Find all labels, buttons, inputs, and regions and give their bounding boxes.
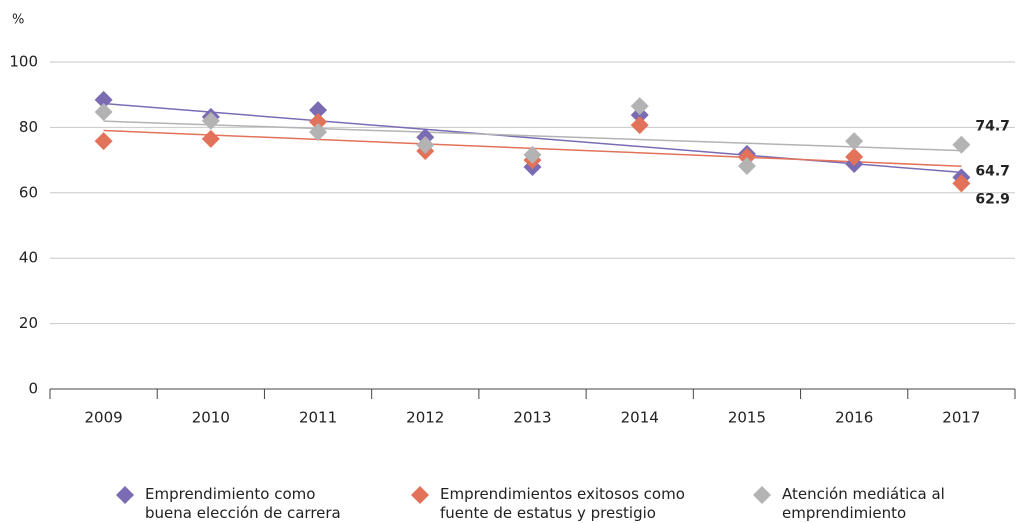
point bbox=[309, 112, 328, 131]
point bbox=[309, 101, 328, 120]
point bbox=[309, 122, 328, 141]
x-tick-label: 2012 bbox=[406, 409, 444, 427]
legend-label: Emprendimientos exitosos como fuente de … bbox=[440, 485, 685, 522]
y-tick-label: 40 bbox=[19, 249, 38, 267]
y-axis-label: % bbox=[12, 13, 24, 28]
x-tick-label: 2011 bbox=[299, 409, 337, 427]
x-tick-label: 2014 bbox=[621, 409, 659, 427]
x-tick-label: 2017 bbox=[942, 409, 980, 427]
point bbox=[94, 103, 113, 122]
point bbox=[523, 145, 542, 164]
point bbox=[845, 132, 864, 151]
x-tick-label: 2013 bbox=[513, 409, 551, 427]
point bbox=[737, 156, 756, 175]
y-tick-label: 20 bbox=[19, 314, 38, 332]
x-tick-label: 2009 bbox=[85, 409, 123, 427]
x-tick-label: 2016 bbox=[835, 409, 873, 427]
value-label: 64.7 bbox=[975, 163, 1010, 179]
trend-line bbox=[103, 120, 962, 152]
x-tick-label: 2010 bbox=[192, 409, 230, 427]
legend-label: Emprendimiento como buena elección de ca… bbox=[145, 485, 341, 522]
value-label: 62.9 bbox=[975, 191, 1010, 207]
y-tick-label: 80 bbox=[19, 118, 38, 136]
legend-marker bbox=[753, 486, 771, 504]
legend-marker bbox=[116, 486, 134, 504]
point bbox=[952, 135, 971, 154]
y-tick-label: 100 bbox=[9, 53, 38, 71]
point bbox=[201, 129, 220, 148]
point bbox=[845, 147, 864, 166]
x-tick-label: 2015 bbox=[728, 409, 766, 427]
point bbox=[94, 90, 113, 109]
point bbox=[630, 116, 649, 135]
point bbox=[201, 111, 220, 130]
legend-label: Atención mediática al emprendimiento bbox=[782, 485, 945, 522]
point bbox=[952, 174, 971, 193]
value-label: 74.7 bbox=[975, 119, 1010, 135]
y-tick-label: 60 bbox=[19, 183, 38, 201]
y-tick-label: 0 bbox=[28, 380, 38, 398]
legend-marker bbox=[411, 486, 429, 504]
point bbox=[94, 132, 113, 151]
point bbox=[416, 136, 435, 155]
point bbox=[630, 97, 649, 116]
